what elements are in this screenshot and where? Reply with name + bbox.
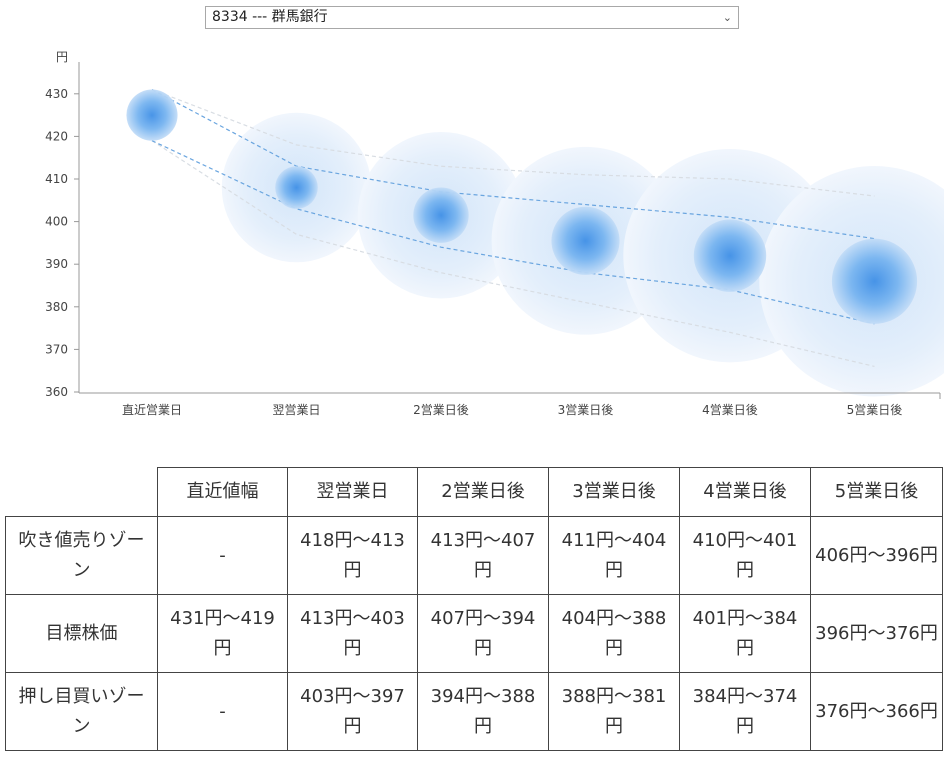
- header-blank: [5, 467, 158, 517]
- table-cell: 413円～407円: [417, 516, 549, 595]
- table-row: 目標株価 431円～419円 413円～403円 407円～394円 404円～…: [5, 594, 943, 673]
- target-range-circle: [275, 166, 318, 209]
- x-tick-label: 4営業日後: [702, 403, 758, 417]
- x-tick-label: 直近営業日: [122, 403, 182, 417]
- header-day5: 5営業日後: [810, 467, 943, 517]
- outer-upper-line: [151, 88, 875, 197]
- target-range-circle: [126, 89, 178, 141]
- x-tick-label: 翌営業日: [272, 403, 320, 417]
- x-tick-label: 3営業日後: [558, 403, 614, 417]
- y-tick-label: 410: [45, 172, 68, 186]
- target-upper-line: [151, 89, 875, 240]
- header-day3: 3営業日後: [548, 467, 680, 517]
- y-tick-label: 370: [45, 342, 68, 356]
- table-cell: 410円～401円: [679, 516, 811, 595]
- row-label-buy-zone: 押し目買いゾーン: [5, 672, 158, 751]
- header-day4: 4営業日後: [679, 467, 811, 517]
- table-cell: 406円～396円: [810, 516, 943, 595]
- y-tick-labels: 360 370 380 390 400 410 420 430: [45, 87, 79, 399]
- table-cell: 407円～394円: [417, 594, 549, 673]
- table-cell: -: [157, 516, 288, 595]
- y-tick-label: 420: [45, 129, 68, 143]
- table-cell: 411円～404円: [548, 516, 680, 595]
- row-label-target-price: 目標株価: [5, 594, 158, 673]
- header-day2: 2営業日後: [417, 467, 549, 517]
- y-tick-label: 360: [45, 385, 68, 399]
- target-range-circles: [126, 89, 918, 324]
- outer-lower-line: [151, 140, 875, 368]
- y-unit-label: 円: [56, 50, 68, 64]
- target-range-circle: [693, 219, 767, 292]
- table-cell: 376円～366円: [810, 672, 943, 751]
- target-range-circle: [413, 187, 469, 243]
- table-row: 吹き値売りゾーン - 418円～413円 413円～407円 411円～404円…: [5, 516, 943, 595]
- table-cell: 388円～381円: [548, 672, 680, 751]
- stock-selector[interactable]: 8334 --- 群馬銀行 ⌄: [205, 6, 739, 29]
- target-lower-line: [151, 140, 875, 325]
- y-tick-label: 400: [45, 215, 68, 229]
- table-cell: 418円～413円: [287, 516, 418, 595]
- x-tick-label: 2営業日後: [413, 403, 469, 417]
- table-cell: 413円～403円: [287, 594, 418, 673]
- y-tick-label: 430: [45, 87, 68, 101]
- x-tick-label: 5営業日後: [847, 403, 903, 417]
- table-cell: 396円～376円: [810, 594, 943, 673]
- y-tick-label: 380: [45, 300, 68, 314]
- x-tick-labels: 直近営業日 翌営業日 2営業日後 3営業日後 4営業日後 5営業日後: [122, 393, 941, 417]
- table-cell: 431円～419円: [157, 594, 288, 673]
- table-header-row: 直近値幅 翌営業日 2営業日後 3営業日後 4営業日後 5営業日後: [5, 467, 943, 517]
- table-cell: 384円～374円: [679, 672, 811, 751]
- table-cell: 403円～397円: [287, 672, 418, 751]
- header-latest-range: 直近値幅: [157, 467, 288, 517]
- chevron-down-icon: ⌄: [722, 11, 732, 24]
- axes: 円: [56, 50, 940, 394]
- target-range-circle: [831, 238, 918, 324]
- stock-selector-value: 8334 --- 群馬銀行: [212, 9, 328, 25]
- table-cell: 394円～388円: [417, 672, 549, 751]
- y-tick-label: 390: [45, 257, 68, 271]
- table-cell: -: [157, 672, 288, 751]
- table-cell: 401円～384円: [679, 594, 811, 673]
- price-forecast-chart: 円 360 370 380 390 400 410 420 430 直近営業日 翌営業日 2営業日…: [45, 50, 944, 417]
- target-range-circle: [551, 206, 620, 275]
- table-row: 押し目買いゾーン - 403円～397円 394円～388円 388円～381円…: [5, 672, 943, 751]
- header-day1: 翌営業日: [287, 467, 418, 517]
- row-label-sell-zone: 吹き値売りゾーン: [5, 516, 158, 595]
- band-lines: [151, 88, 875, 368]
- zone-table: 直近値幅 翌営業日 2営業日後 3営業日後 4営業日後 5営業日後 吹き値売りゾ…: [5, 467, 943, 751]
- table-cell: 404円～388円: [548, 594, 680, 673]
